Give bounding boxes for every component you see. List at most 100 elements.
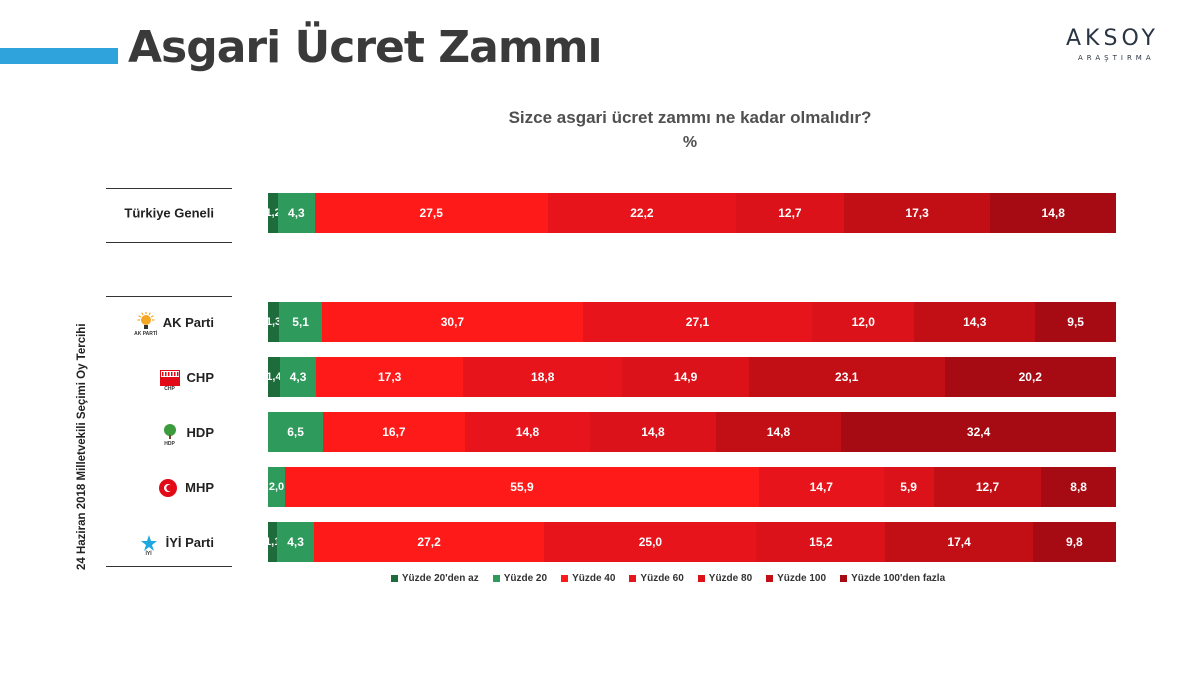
stacked-bar-row: 1,2 4,3 27,5 22,2 12,7 17,3 14,8 <box>265 193 1116 233</box>
bar-segment: 27,5 <box>314 193 548 233</box>
bar-value-label: 16,7 <box>382 425 406 439</box>
bar-value-label: 9,5 <box>1067 315 1084 329</box>
row-label-text: MHP <box>185 479 214 495</box>
legend-label: Yüzde 100 <box>777 573 827 584</box>
bar-segment: 12,0 <box>812 302 915 342</box>
bar-value-label: 6,5 <box>287 425 304 439</box>
legend-item: Yüzde 60 <box>629 573 684 584</box>
bar-segment: 14,9 <box>622 357 749 397</box>
bar-segment: 20,2 <box>944 357 1116 397</box>
bar-value-label: 17,3 <box>377 370 402 384</box>
row-label: İYİ İYİ Parti <box>138 532 214 557</box>
legend-swatch <box>766 575 774 582</box>
bar-value-label: 30,7 <box>440 315 465 329</box>
bar-value-label: 1,1 <box>265 536 281 548</box>
legend-item: Yüzde 40 <box>561 573 615 584</box>
stacked-bar-row: 6,5 16,7 14,8 14,8 14,8 32,4 <box>268 412 1116 452</box>
bar-segment: 27,2 <box>313 522 545 562</box>
bar-segment: 22,2 <box>547 193 737 233</box>
bar-segment: 14,8 <box>715 412 842 452</box>
bar-segment: 8,8 <box>1041 467 1116 507</box>
group-axis-label: 24 Haziran 2018 Milletvekili Seçimi Oy T… <box>76 323 88 570</box>
stacked-bar-row: 2,0 55,9 14,7 5,9 12,7 8,8 <box>268 467 1116 507</box>
bar-value-label: 14,8 <box>1041 206 1065 220</box>
bar-segment: 17,4 <box>885 522 1033 562</box>
row-label: HDP HDP <box>159 422 214 447</box>
bar-segment: 32,4 <box>841 412 1116 452</box>
chp-logo-icon: CHP <box>159 367 181 392</box>
legend-item: Yüzde 80 <box>697 573 752 584</box>
row-label-text: İYİ Parti <box>165 534 214 550</box>
bar-value-label: 5,9 <box>900 480 917 494</box>
bar-value-label: 14,8 <box>766 425 791 439</box>
row-separator-line <box>106 566 232 567</box>
row-separator-line <box>106 296 232 297</box>
party-logo-caption: İYİ <box>145 551 152 557</box>
bar-value-label: 4,3 <box>289 370 307 384</box>
bar-value-label: 9,8 <box>1066 535 1083 549</box>
bar-segment: 23,1 <box>748 357 945 397</box>
bar-value-label: 32,4 <box>966 425 991 439</box>
bar-segment: 17,3 <box>316 357 464 397</box>
bar-value-label: 18,8 <box>531 370 555 384</box>
legend-item: Yüzde 20 <box>492 573 548 584</box>
chart-title: Sizce asgari ücret zammı ne kadar olmalı… <box>508 108 872 127</box>
bar-value-label: 4,3 <box>287 535 304 549</box>
legend-label: Yüzde 20 <box>503 573 548 584</box>
title-accent-bar <box>0 48 118 64</box>
logo-name: AKSOY <box>1066 26 1159 51</box>
bar-value-label: 1,4 <box>266 371 282 383</box>
bar-segment: 30,7 <box>322 302 583 342</box>
legend-label: Yüzde 20'den az <box>401 573 479 584</box>
bar-value-label: 17,3 <box>905 206 929 220</box>
bar-value-label: 17,4 <box>947 535 971 549</box>
row-label: MHP <box>157 477 214 497</box>
legend-swatch <box>697 575 705 582</box>
party-logo-caption: CHP <box>164 386 175 392</box>
bar-segment: 4,3 <box>279 357 317 397</box>
bar-segment: 5,1 <box>279 302 323 342</box>
bar-value-label: 22,2 <box>630 206 654 220</box>
aksoy-logo: AKSOY ARAŞTIRMA <box>1066 26 1186 66</box>
bar-segment: 4,3 <box>278 193 315 233</box>
legend-label: Yüzde 60 <box>640 573 684 584</box>
bar-segment: 14,7 <box>758 467 884 507</box>
bar-segment: 25,0 <box>544 522 757 562</box>
bar-segment: 14,8 <box>990 193 1116 233</box>
row-separator-line <box>106 242 232 243</box>
chart-legend: Yüzde 20'den az Yüzde 20 Yüzde 40 Yüzde 60 Y… <box>0 573 1200 584</box>
row-label-text: Türkiye Geneli <box>124 205 214 221</box>
legend-item: Yüzde 20'den az <box>390 573 479 584</box>
row-label-text: AK Parti <box>162 314 214 330</box>
bar-value-label: 25,0 <box>638 535 663 549</box>
bar-value-label: 1,2 <box>265 207 281 219</box>
bar-segment: 17,3 <box>843 193 991 233</box>
mhp-crescent-icon <box>157 477 179 497</box>
bar-value-label: 12,0 <box>851 315 875 329</box>
row-label-text: HDP <box>186 424 214 440</box>
page-title: Asgari Ücret Zammı <box>128 22 603 73</box>
row-label: Türkiye Geneli <box>124 206 214 221</box>
legend-swatch <box>629 575 637 582</box>
bar-value-label: 23,1 <box>835 370 859 384</box>
row-label: AK PARTİ AK Parti <box>134 311 214 337</box>
stacked-bar-row: 1,1 4,3 27,2 25,0 15,2 17,4 9,8 <box>265 522 1116 562</box>
iyi-parti-star-icon: İYİ <box>138 532 160 557</box>
bar-value-label: 55,9 <box>510 480 534 494</box>
legend-swatch <box>561 575 569 582</box>
party-logo-caption: AK PARTİ <box>134 331 158 337</box>
bar-segment: 9,8 <box>1032 522 1116 562</box>
stacked-bar-row: 1,4 4,3 17,3 18,8 14,9 23,1 20,2 <box>266 357 1116 397</box>
bar-value-label: 14,8 <box>641 425 665 439</box>
bar-segment: 9,5 <box>1035 302 1116 342</box>
row-label: CHP CHP <box>159 367 214 392</box>
bar-segment: 4,3 <box>277 522 314 562</box>
bar-value-label: 20,2 <box>1018 370 1042 384</box>
bar-segment: 55,9 <box>284 467 759 507</box>
bar-value-label: 14,9 <box>673 370 698 384</box>
bar-segment: 15,2 <box>756 522 886 562</box>
bar-segment: 16,7 <box>323 412 465 452</box>
bar-segment: 27,1 <box>582 302 813 342</box>
bar-value-label: 14,7 <box>809 480 833 494</box>
row-separator-line <box>106 188 232 189</box>
